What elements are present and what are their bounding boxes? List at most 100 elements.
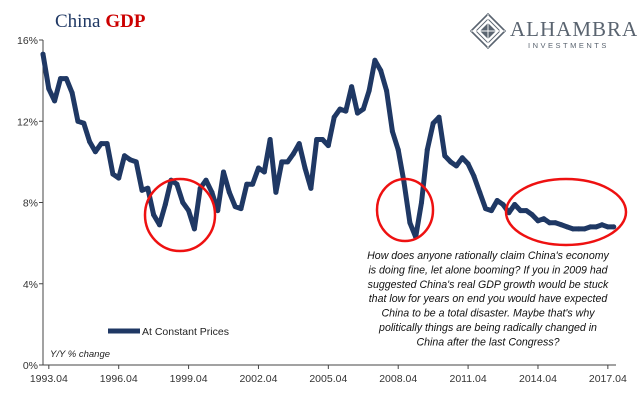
data-point xyxy=(448,159,454,165)
data-point xyxy=(453,163,459,169)
data-point xyxy=(98,141,104,147)
data-point xyxy=(52,98,58,104)
y-tick-label: 12% xyxy=(17,116,38,128)
y-axis: 0% 4% 8% 12% 16% xyxy=(17,35,44,372)
data-point xyxy=(104,141,110,147)
data-point xyxy=(302,165,308,171)
data-point xyxy=(494,198,500,203)
title-country: China xyxy=(55,11,101,32)
data-point xyxy=(570,226,576,232)
data-point xyxy=(122,153,127,159)
data-point xyxy=(40,51,46,57)
data-point xyxy=(483,206,489,212)
annotation-line: politically things are being radically c… xyxy=(378,322,597,334)
data-point xyxy=(523,208,529,214)
data-point xyxy=(69,90,75,96)
data-point xyxy=(226,189,232,195)
data-point xyxy=(518,208,523,214)
data-point xyxy=(477,189,483,195)
data-point xyxy=(506,210,512,216)
highlight-circle-2014-2017 xyxy=(504,177,628,247)
data-point xyxy=(500,202,506,207)
data-point xyxy=(535,218,541,224)
x-tick-label: 2014.04 xyxy=(519,373,557,385)
data-point xyxy=(186,208,192,214)
data-point xyxy=(547,220,553,226)
data-point xyxy=(162,202,168,207)
data-point xyxy=(209,189,215,195)
data-point xyxy=(215,208,221,214)
highlight-circle-1998 xyxy=(143,177,217,253)
alhambra-logo: ALHAMBRA INVESTMENTS xyxy=(469,12,637,50)
x-tick-label: 2002.04 xyxy=(239,373,277,385)
data-point xyxy=(325,143,331,149)
data-point xyxy=(384,88,390,94)
data-point xyxy=(221,169,226,175)
data-point xyxy=(541,216,547,222)
data-point xyxy=(529,212,535,218)
data-point xyxy=(232,204,238,210)
chart-title: China GDP xyxy=(55,11,146,32)
data-point xyxy=(320,137,325,142)
series-layer xyxy=(40,51,617,240)
data-point xyxy=(314,137,320,142)
data-point xyxy=(552,220,558,226)
data-point xyxy=(593,224,599,230)
data-point xyxy=(285,159,291,165)
data-point xyxy=(424,147,430,153)
data-point xyxy=(308,185,314,191)
highlight-circles xyxy=(143,177,628,253)
x-tick-label: 1993.04 xyxy=(30,373,68,385)
data-point xyxy=(366,88,372,94)
annotation-text: How does anyone rationally claim China's… xyxy=(367,250,609,348)
data-point xyxy=(395,147,401,153)
data-point xyxy=(378,68,384,73)
highlight-circle-2009 xyxy=(375,177,435,243)
data-point xyxy=(296,141,302,147)
data-point xyxy=(256,165,261,171)
data-point xyxy=(389,128,395,134)
data-point xyxy=(582,226,588,232)
data-point xyxy=(605,224,611,230)
data-point xyxy=(611,224,617,230)
data-point xyxy=(110,171,116,177)
annotation-line: is doing fine, let alone booming? If you… xyxy=(368,264,608,276)
data-point xyxy=(512,202,518,207)
data-point xyxy=(145,185,151,191)
annotation-line: China after the last Congress? xyxy=(416,336,559,348)
data-point xyxy=(587,224,593,230)
data-point xyxy=(203,177,209,183)
legend-label: At Constant Prices xyxy=(142,326,229,338)
data-point xyxy=(244,181,250,187)
data-point xyxy=(331,114,337,120)
data-point xyxy=(459,155,465,161)
data-point xyxy=(157,222,162,228)
data-point xyxy=(337,106,343,112)
data-point xyxy=(488,208,494,214)
x-tick-label: 2011.04 xyxy=(449,373,486,385)
y-tick-label: 16% xyxy=(17,35,38,47)
x-tick-label: 2017.04 xyxy=(589,373,627,385)
x-tick-label: 1999.04 xyxy=(170,373,208,385)
data-point xyxy=(430,120,436,126)
data-point xyxy=(139,187,145,193)
logo-sub: INVESTMENTS xyxy=(528,41,609,50)
title-metric: GDP xyxy=(105,11,146,32)
data-point xyxy=(372,57,378,63)
x-tick-label: 2005.04 xyxy=(309,373,347,385)
data-point xyxy=(401,179,407,185)
data-point xyxy=(261,169,267,175)
data-point xyxy=(343,108,349,114)
data-point xyxy=(576,226,582,232)
y-tick-label: 8% xyxy=(23,198,38,210)
data-point xyxy=(75,118,81,124)
x-axis: 1993.04 1996.04 1999.04 2002.04 2005.04 2008.… xyxy=(30,364,627,385)
y-axis-label: Y/Y % change xyxy=(50,349,110,360)
data-point xyxy=(250,181,256,187)
data-point xyxy=(180,200,186,205)
annotation-line: suggested China's real GDP growth would … xyxy=(368,279,609,291)
data-point xyxy=(267,137,273,142)
data-point xyxy=(273,189,279,195)
data-point xyxy=(92,149,98,155)
